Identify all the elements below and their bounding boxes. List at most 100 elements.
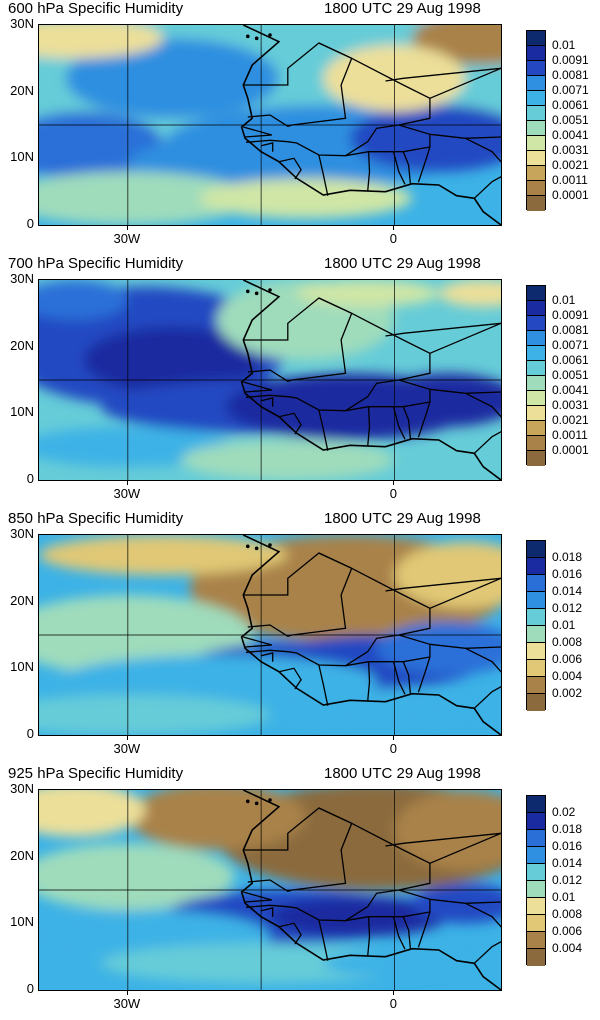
legend-swatch xyxy=(527,847,545,864)
legend-swatch xyxy=(527,830,545,847)
lat-label: 20N xyxy=(10,82,34,98)
color-legend xyxy=(526,30,546,211)
lat-label: 20N xyxy=(10,592,34,608)
legend-swatch xyxy=(527,592,545,609)
country-border xyxy=(385,322,501,337)
lon-label: 30W xyxy=(113,996,141,1011)
color-legend xyxy=(526,285,546,466)
humidity-patch xyxy=(39,843,235,910)
lon-tick xyxy=(393,225,395,230)
humidity-patch xyxy=(438,280,501,307)
legend-swatch xyxy=(527,451,545,466)
country-border xyxy=(243,381,272,393)
legend-swatch xyxy=(527,813,545,830)
legend-label: 0.008 xyxy=(552,635,583,649)
country-border xyxy=(392,916,406,950)
legend-label: 0.0061 xyxy=(552,98,589,112)
legend-swatch xyxy=(527,915,545,932)
legend-label: 0.006 xyxy=(552,924,583,938)
lat-label: 10N xyxy=(10,149,34,165)
lat-label: 10N xyxy=(10,914,34,930)
country-border xyxy=(367,151,371,192)
legend-swatch xyxy=(527,881,545,898)
panel-date: 1800 UTC 29 Aug 1998 xyxy=(324,255,481,272)
lon-tick xyxy=(126,480,128,485)
legend-swatch xyxy=(527,898,545,915)
legend-label: 0.004 xyxy=(552,669,583,683)
island xyxy=(268,33,272,37)
humidity-map xyxy=(38,279,502,481)
humidity-patch xyxy=(56,655,377,709)
country-border xyxy=(429,388,501,394)
country-border xyxy=(465,392,501,454)
coastline xyxy=(240,280,501,480)
legend-swatch xyxy=(527,61,545,76)
legend-label: 0.014 xyxy=(552,856,583,870)
country-border xyxy=(429,577,501,609)
humidity-patch xyxy=(270,896,448,937)
humidity-patch xyxy=(394,541,501,609)
legend-label: 0.0021 xyxy=(552,413,589,427)
humidity-patch xyxy=(376,373,501,427)
legend-swatch xyxy=(527,121,545,136)
country-border xyxy=(243,297,353,383)
legend-swatch xyxy=(527,91,545,106)
humidity-patch xyxy=(181,440,395,480)
humidity-patch xyxy=(296,280,439,307)
legend-swatch xyxy=(527,643,545,660)
coastline xyxy=(240,535,501,735)
legend-swatch xyxy=(527,694,545,711)
country-border xyxy=(417,911,431,948)
lat-label: 0 xyxy=(26,471,34,486)
country-border xyxy=(429,832,501,864)
legend-swatch xyxy=(527,301,545,316)
legend-label: 0.016 xyxy=(552,567,583,581)
lon-label: 0 xyxy=(389,996,397,1011)
panel-title: 850 hPa Specific Humidity xyxy=(8,510,184,527)
legend-swatch xyxy=(527,76,545,91)
lon-label: 0 xyxy=(389,741,397,756)
lon-tick xyxy=(126,225,128,230)
country-border xyxy=(429,133,501,139)
country-border xyxy=(392,661,406,695)
country-border xyxy=(429,322,501,354)
lat-label: 30N xyxy=(10,16,34,31)
legend-swatch xyxy=(527,421,545,436)
legend-swatch xyxy=(527,331,545,346)
country-border xyxy=(402,916,412,949)
country-border xyxy=(245,42,431,157)
humidity-patch xyxy=(39,535,288,575)
country-border xyxy=(278,157,302,180)
country-border xyxy=(385,67,501,82)
lon-label: 0 xyxy=(389,486,397,501)
legend-swatch xyxy=(527,864,545,881)
legend-swatch xyxy=(527,949,545,966)
legend-label: 0.018 xyxy=(552,822,583,836)
country-border xyxy=(367,916,371,957)
legend-label: 0.002 xyxy=(552,686,583,700)
humidity-patch xyxy=(39,695,270,735)
map-canvas xyxy=(39,790,501,990)
legend-label: 0.01 xyxy=(552,890,576,904)
coastline xyxy=(240,25,501,225)
lon-tick xyxy=(393,990,395,995)
legend-swatch xyxy=(527,286,545,301)
humidity-patch xyxy=(394,790,501,870)
panel-title: 700 hPa Specific Humidity xyxy=(8,255,184,272)
humidity-map xyxy=(38,24,502,226)
panel-date: 1800 UTC 29 Aug 1998 xyxy=(324,510,481,527)
color-legend xyxy=(526,795,546,966)
country-border xyxy=(243,552,353,638)
legend-label: 0.0071 xyxy=(552,83,589,97)
legend-swatch xyxy=(527,932,545,949)
country-border xyxy=(417,656,431,693)
legend-swatch xyxy=(527,106,545,121)
legend-label: 0.012 xyxy=(552,873,583,887)
lat-label: 20N xyxy=(10,847,34,863)
lat-label: 0 xyxy=(26,216,34,231)
island xyxy=(245,34,250,39)
country-border xyxy=(429,67,501,99)
legend-label: 0.004 xyxy=(552,941,583,955)
country-border xyxy=(417,146,431,183)
humidity-patch xyxy=(39,25,164,59)
